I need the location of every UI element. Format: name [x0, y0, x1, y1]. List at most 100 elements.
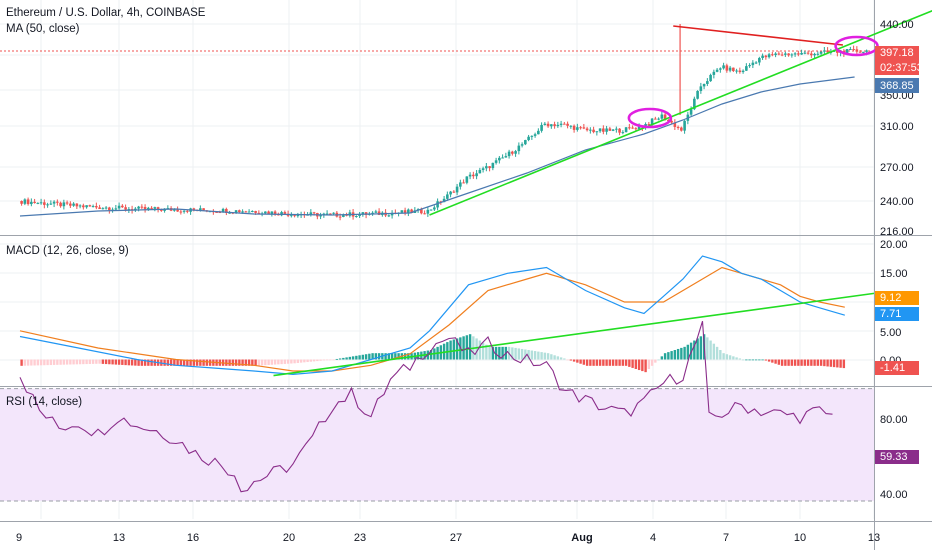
- candle-body: [530, 135, 534, 137]
- macd-histogram-bar: [82, 359, 85, 365]
- candle-body: [114, 208, 118, 210]
- macd-histogram-bar: [784, 359, 787, 366]
- resistance-line: [673, 25, 843, 46]
- macd-histogram-bar: [23, 359, 27, 366]
- candle-body: [556, 124, 560, 127]
- macd-histogram-bar: [602, 359, 605, 366]
- ma-legend: MA (50, close): [6, 23, 80, 35]
- ma-value-badge: 368.85: [880, 80, 914, 92]
- macd-histogram-bar: [738, 358, 742, 360]
- candle-body: [566, 123, 569, 126]
- macd-histogram-bar: [52, 359, 56, 365]
- macd-histogram-bar: [121, 359, 124, 365]
- macd-histogram-bar: [254, 359, 257, 366]
- ma-value-badge-bg: [875, 78, 919, 93]
- rsi-legend: RSI (14, close): [6, 396, 83, 408]
- candle-body: [390, 212, 394, 216]
- rsi-value-badge-bg: [875, 450, 919, 464]
- candle-body: [657, 118, 660, 120]
- macd-histogram-bar: [475, 338, 478, 360]
- candle-body: [654, 118, 657, 120]
- candle-body: [650, 118, 654, 125]
- macd-histogram-bar: [790, 359, 794, 366]
- price-tick-label: 216.00: [880, 226, 914, 238]
- candle-body: [98, 207, 101, 209]
- candle-body: [403, 210, 407, 213]
- macd-line: [19, 255, 845, 376]
- macd-histogram-bar: [829, 359, 833, 367]
- candle-body: [420, 209, 423, 214]
- candle-body: [865, 50, 868, 52]
- candle-body: [793, 53, 797, 55]
- candle-body: [624, 127, 628, 133]
- time-tick-label: 13: [868, 532, 880, 544]
- macd-histogram-bar: [754, 359, 758, 361]
- candle-body: [543, 123, 547, 125]
- candle-body: [800, 52, 803, 55]
- macd-histogram-bar: [358, 355, 361, 360]
- macd-histogram-bar: [260, 359, 264, 366]
- candle-body: [39, 202, 43, 204]
- macd-histogram-bar: [273, 359, 277, 365]
- macd-histogram-bar: [270, 359, 274, 365]
- candle-body: [748, 65, 751, 67]
- macd-histogram-bar: [59, 359, 62, 365]
- macd-histogram-bar: [706, 337, 709, 360]
- candle-body: [602, 128, 605, 132]
- candle-body: [127, 209, 131, 211]
- candle-body: [69, 203, 72, 206]
- candle-body: [806, 52, 810, 54]
- candle-body: [338, 216, 342, 218]
- macd-histogram-bar: [741, 359, 745, 361]
- candle-body: [498, 157, 501, 161]
- candle-body: [741, 70, 745, 73]
- macd-histogram-badge-bg: [875, 361, 919, 375]
- macd-histogram-bar: [641, 359, 644, 372]
- macd-histogram-bar: [91, 359, 95, 364]
- countdown-badge: 02:37:53: [880, 62, 923, 74]
- macd-histogram-bar: [137, 359, 140, 366]
- macd-histogram-bar: [530, 350, 534, 360]
- candle-body: [559, 123, 563, 125]
- macd-histogram-bar: [517, 348, 521, 360]
- macd-histogram-bar: [735, 357, 738, 360]
- macd-histogram-bar: [615, 359, 618, 366]
- macd-histogram-bar: [553, 355, 556, 360]
- candle-body: [160, 209, 163, 211]
- rsi-pane: [0, 321, 874, 502]
- macd-histogram-bar: [104, 359, 108, 365]
- candle-body: [780, 54, 784, 56]
- macd-histogram-bar: [520, 348, 524, 360]
- macd-histogram-bar: [26, 359, 30, 366]
- macd-histogram-bar: [75, 359, 79, 365]
- macd-value-badge: 7.71: [880, 308, 901, 320]
- macd-histogram-bar: [546, 353, 550, 360]
- candle-body: [147, 207, 150, 210]
- candle-body: [680, 127, 683, 131]
- macd-histogram-bar: [332, 359, 335, 361]
- candle-body: [426, 209, 430, 214]
- macd-histogram-bar: [592, 359, 595, 366]
- time-tick-label: Aug: [571, 532, 592, 544]
- macd-histogram-bar: [771, 359, 774, 363]
- candle-body: [660, 114, 664, 119]
- candle-body: [858, 51, 862, 53]
- macd-histogram-bar: [342, 357, 345, 360]
- macd-histogram-bar: [316, 359, 319, 362]
- candle-body: [501, 157, 504, 159]
- macd-histogram-bar: [192, 359, 196, 366]
- candle-body: [202, 208, 205, 211]
- candle-body: [803, 52, 807, 54]
- candle-body: [751, 62, 755, 66]
- candle-body: [46, 204, 49, 206]
- candle-body: [504, 156, 508, 158]
- candle-body: [293, 215, 296, 217]
- macd-histogram-bar: [374, 353, 378, 360]
- candle-body: [813, 53, 816, 56]
- candle-body: [608, 128, 612, 131]
- macd-histogram-bar: [33, 359, 36, 366]
- macd-histogram-bar: [384, 353, 387, 360]
- macd-histogram-bar: [803, 359, 807, 366]
